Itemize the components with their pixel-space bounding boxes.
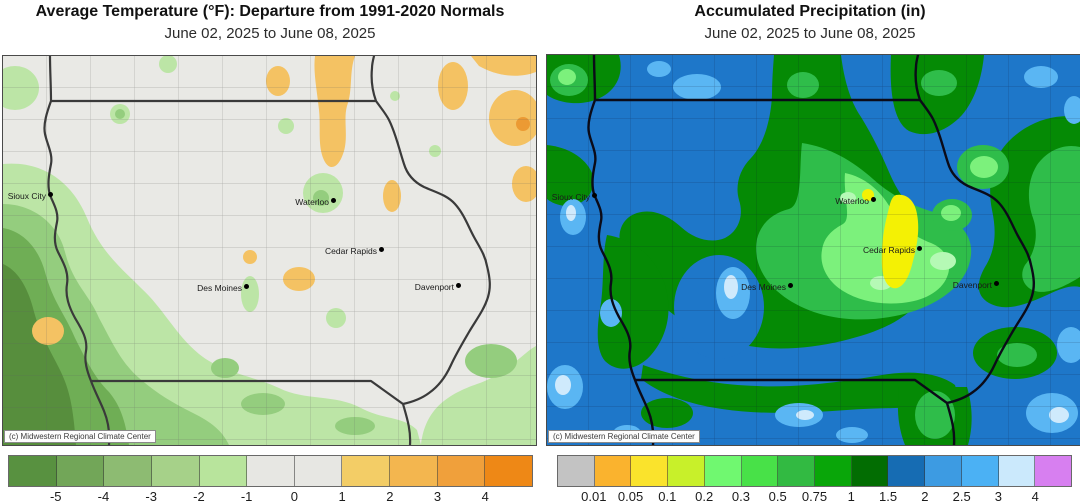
city-label: Sioux City	[7, 191, 46, 201]
precipitation-title: Accumulated Precipitation (in)	[694, 3, 926, 20]
temperature-colorbar-strip	[8, 455, 533, 487]
colorbar-tick-label: 0.1	[658, 489, 677, 504]
colorbar-segment	[961, 456, 999, 486]
city-label: Waterloo	[295, 197, 329, 207]
temperature-panel: Average Temperature (°F): Departure from…	[2, 3, 537, 504]
colorbar-tick-label: 0	[290, 489, 298, 504]
colorbar-tick-label: 0.2	[695, 489, 714, 504]
colorbar-tick-label: 1	[338, 489, 346, 504]
colorbar-segment	[1035, 456, 1072, 486]
colorbar-tick-label: 2	[386, 489, 394, 504]
colorbar-tick-label: 4	[481, 489, 489, 504]
temperature-subtitle: June 02, 2025 to June 08, 2025	[164, 25, 376, 42]
city-dot	[917, 246, 922, 251]
city-label: Des Moines	[741, 282, 786, 292]
precipitation-map-art	[547, 55, 1080, 445]
colorbar-segment	[9, 456, 57, 486]
city-dot	[788, 283, 793, 288]
colorbar-tick-label: 1	[847, 489, 855, 504]
colorbar-segment	[741, 456, 779, 486]
colorbar-tick-label: -1	[240, 489, 253, 504]
colorbar-segment	[704, 456, 742, 486]
city-dot	[244, 284, 249, 289]
colorbar-segment	[594, 456, 632, 486]
colorbar-tick-label: 4	[1031, 489, 1039, 504]
colorbar-tick-label: 0.3	[731, 489, 750, 504]
colorbar-segment	[390, 456, 438, 486]
colorbar-segment	[437, 456, 486, 486]
colorbar-tick-label: 0.75	[801, 489, 828, 504]
colorbar-segment	[998, 456, 1036, 486]
colorbar-segment	[851, 456, 889, 486]
precipitation-subtitle: June 02, 2025 to June 08, 2025	[704, 25, 916, 42]
colorbar-tick-label: 0.05	[617, 489, 644, 504]
city-label: Davenport	[952, 280, 992, 290]
precipitation-panel: Accumulated Precipitation (in) June 02, …	[540, 0, 1080, 504]
colorbar-tick-label: 0.5	[768, 489, 787, 504]
city-label: Davenport	[414, 282, 454, 292]
temperature-city-layer: Sioux City Waterloo Cedar Rapids Des Moines…	[3, 56, 536, 445]
precipitation-colorbar-strip	[557, 455, 1072, 487]
city-label: Sioux City	[551, 192, 590, 202]
colorbar-segment	[151, 456, 200, 486]
colorbar-segment	[558, 456, 595, 486]
city-dot	[379, 247, 384, 252]
temperature-colorbar: -5 -4 -3 -2 -1 0 1 2 3 4	[8, 455, 533, 504]
colorbar-tick-label: -5	[49, 489, 62, 504]
colorbar-segment	[485, 456, 533, 486]
precipitation-watermark: (c) Midwestern Regional Climate Center	[548, 430, 700, 443]
city-dot	[331, 198, 336, 203]
city-dot	[592, 193, 597, 198]
colorbar-segment	[925, 456, 962, 486]
city-dot	[48, 192, 53, 197]
precipitation-map: Sioux City Waterloo Cedar Rapids Des Moines…	[546, 54, 1080, 446]
temperature-map: Sioux City Waterloo Cedar Rapids Des Moines…	[2, 55, 537, 446]
colorbar-tick-label: 0.01	[581, 489, 607, 504]
precipitation-colorbar: 0.01 0.05 0.1 0.2 0.3 0.5 0.75 1 1.5 2 2.5 3 4	[557, 455, 1072, 504]
city-label: Waterloo	[835, 196, 869, 206]
precipitation-colorbar-ticks: 0.01 0.05 0.1 0.2 0.3 0.5 0.75 1 1.5 2 2.5 3 4	[557, 487, 1072, 504]
city-label: Cedar Rapids	[863, 245, 915, 255]
colorbar-tick-label: -2	[193, 489, 205, 504]
colorbar-segment	[247, 456, 295, 486]
colorbar-segment	[815, 456, 852, 486]
colorbar-tick-label: 2.5	[952, 489, 971, 504]
city-label: Des Moines	[197, 283, 242, 293]
colorbar-segment	[888, 456, 926, 486]
colorbar-segment	[631, 456, 669, 486]
city-label: Cedar Rapids	[325, 246, 377, 256]
colorbar-tick-label: 2	[921, 489, 929, 504]
city-dot	[456, 283, 461, 288]
temperature-colorbar-ticks: -5 -4 -3 -2 -1 0 1 2 3 4	[8, 487, 533, 504]
colorbar-tick-label: 1.5	[879, 489, 898, 504]
city-dot	[871, 197, 876, 202]
colorbar-tick-label: -3	[145, 489, 157, 504]
precipitation-city-layer: Sioux City Waterloo Cedar Rapids Des Moines…	[547, 55, 1080, 445]
colorbar-tick-label: 3	[433, 489, 442, 504]
colorbar-segment	[104, 456, 152, 486]
temperature-title: Average Temperature (°F): Departure from…	[35, 3, 505, 20]
colorbar-segment	[199, 456, 248, 486]
colorbar-segment	[778, 456, 816, 486]
temperature-map-art	[3, 56, 536, 445]
colorbar-segment	[668, 456, 705, 486]
colorbar-segment	[342, 456, 391, 486]
colorbar-segment	[56, 456, 105, 486]
city-dot	[994, 281, 999, 286]
temperature-watermark: (c) Midwestern Regional Climate Center	[4, 430, 156, 443]
colorbar-tick-label: -4	[97, 489, 110, 504]
colorbar-segment	[294, 456, 343, 486]
colorbar-tick-label: 3	[994, 489, 1003, 504]
